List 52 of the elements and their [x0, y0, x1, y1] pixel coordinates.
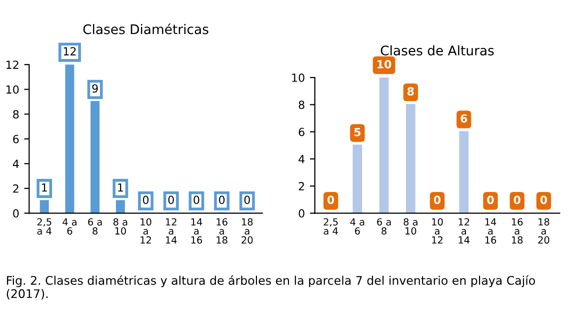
x-tick-label: 14 a 16	[191, 218, 202, 244]
data-label: 0	[142, 196, 149, 204]
data-label: 0	[327, 196, 334, 204]
x-tick-label: 2,5 a 4	[37, 218, 52, 235]
y-tick-label: 6	[13, 134, 19, 144]
x-tick-label: 4 a 6	[62, 218, 76, 235]
data-label: 5	[354, 128, 360, 136]
x-tick-label: 10 a 12	[432, 218, 443, 244]
y-tick-label: 0	[13, 209, 19, 218]
y-tick-label: 4	[298, 155, 304, 164]
x-tick-label: 8 a 10	[113, 218, 128, 235]
caption: Fig. 2. Clases diamétricas y altura de árboles en la parcela 7 del inventario en playa Cajío (2017).	[6, 275, 535, 300]
y-tick-label: 0	[298, 209, 304, 218]
x-tick-label: 10 a 12	[140, 218, 152, 244]
x-tick-label: 18 a 20	[242, 218, 253, 244]
data-label: 0	[434, 196, 441, 204]
data-label: 0	[244, 196, 250, 204]
y-tick-label: 12	[6, 60, 18, 69]
x-tick-label: 6 a 8	[88, 218, 102, 235]
data-label: 1	[118, 183, 123, 192]
data-label: 0	[540, 196, 548, 204]
x-tick-label: 16 a 18	[512, 218, 523, 244]
y-tick-label: 8	[13, 110, 19, 119]
data-label: 10	[378, 60, 392, 68]
data-label: 0	[218, 196, 225, 204]
data-label: 6	[460, 114, 468, 123]
y-tick-label: 8	[298, 100, 304, 110]
y-tick-label: 2	[298, 182, 304, 190]
data-label: 0	[514, 196, 520, 204]
chart-title: Clases de Alturas	[380, 45, 494, 56]
x-tick-label: 2,5 a 4	[324, 218, 338, 235]
data-label: 9	[92, 84, 98, 93]
y-tick-label: 2	[13, 184, 18, 193]
data-label: 0	[487, 196, 494, 204]
x-tick-label: 12 a 14	[458, 218, 470, 244]
y-tick-label: 10	[292, 73, 304, 82]
x-tick-label: 16 a 18	[216, 218, 228, 244]
chart-title: Clases Diamétricas	[83, 23, 208, 34]
data-label: 0	[168, 196, 174, 204]
data-label: 8	[407, 87, 414, 96]
data-label: 1	[42, 183, 47, 192]
x-tick-label: 12 a 14	[166, 218, 177, 244]
data-label: 0	[194, 196, 200, 204]
x-tick-label: 18 a 20	[538, 218, 550, 244]
x-tick-label: 14 a 16	[485, 218, 496, 244]
x-tick-label: 8 a 10	[404, 218, 418, 235]
data-label: 12	[64, 47, 76, 56]
y-tick-label: 10	[6, 85, 19, 94]
x-tick-label: 6 a 8	[377, 218, 391, 235]
y-tick-label: 6	[298, 128, 304, 136]
y-tick-label: 4	[12, 160, 19, 168]
x-tick-label: 4 a 6	[350, 218, 364, 235]
